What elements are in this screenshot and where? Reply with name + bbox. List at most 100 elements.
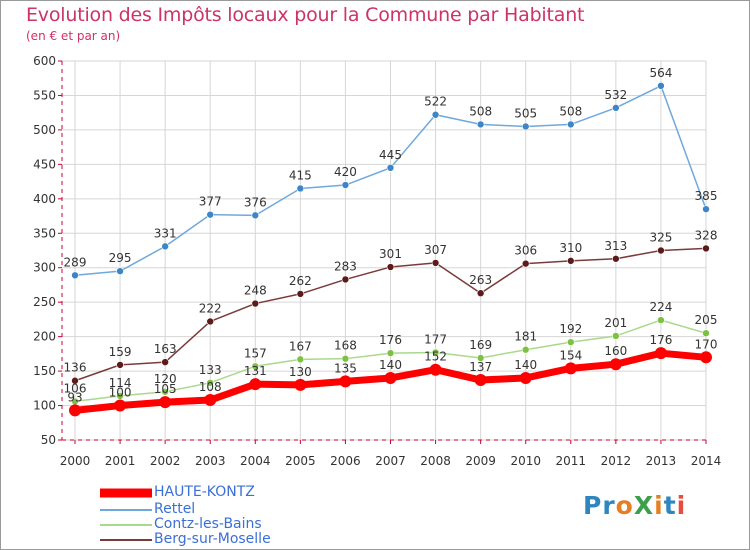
- data-point: [566, 338, 575, 346]
- x-tick-label: 2010: [510, 454, 541, 468]
- data-label: 176: [649, 333, 672, 347]
- data-point: [702, 329, 710, 337]
- data-point: [294, 378, 307, 391]
- data-label: 136: [64, 361, 87, 375]
- data-point: [612, 104, 620, 112]
- data-point: [702, 205, 710, 213]
- data-point: [341, 354, 350, 363]
- y-tick-label: 600: [33, 54, 56, 68]
- data-label: 415: [289, 168, 312, 182]
- data-label: 385: [695, 189, 718, 203]
- data-point: [429, 363, 442, 376]
- x-tick-label: 2009: [465, 454, 496, 468]
- data-label: 222: [199, 301, 222, 315]
- data-point: [474, 374, 487, 387]
- data-label: 532: [604, 88, 627, 102]
- data-point: [206, 210, 215, 219]
- data-label: 310: [559, 241, 582, 255]
- logo-letter: i: [676, 491, 687, 520]
- logo-letter: i: [654, 491, 664, 520]
- legend-label: Berg-sur-Moselle: [154, 531, 271, 547]
- y-tick-label: 350: [33, 226, 56, 240]
- data-point: [71, 376, 79, 385]
- x-tick-label: 2001: [105, 454, 136, 468]
- data-label: 295: [109, 251, 132, 265]
- data-label: 105: [154, 382, 177, 396]
- data-point: [206, 317, 215, 326]
- data-point: [116, 392, 124, 400]
- legend-label: HAUTE-KONTZ: [154, 484, 255, 500]
- data-label: 120: [154, 372, 177, 386]
- data-label: 205: [695, 313, 718, 327]
- data-point: [564, 362, 577, 375]
- data-point: [476, 120, 485, 129]
- data-point: [521, 259, 530, 268]
- data-point: [702, 244, 710, 253]
- y-tick-label: 300: [33, 261, 56, 275]
- data-point: [386, 263, 395, 271]
- data-point: [386, 349, 395, 357]
- data-point: [341, 181, 350, 189]
- data-label: 248: [244, 284, 267, 298]
- data-label: 114: [109, 376, 132, 390]
- data-label: 152: [424, 350, 447, 364]
- data-label: 181: [514, 330, 537, 344]
- data-point: [521, 122, 530, 131]
- data-label: 445: [379, 148, 402, 162]
- data-point: [657, 82, 665, 90]
- data-label: 306: [514, 244, 537, 258]
- data-point: [69, 404, 81, 417]
- x-tick-label: 2012: [601, 454, 632, 468]
- y-tick-label: 400: [33, 192, 56, 206]
- data-label: 420: [334, 165, 357, 179]
- data-point: [566, 120, 575, 129]
- data-point: [612, 254, 620, 263]
- data-point: [612, 332, 620, 340]
- data-label: 176: [379, 333, 402, 347]
- data-label: 564: [649, 66, 672, 80]
- data-label: 325: [649, 231, 672, 245]
- data-point: [71, 271, 79, 280]
- data-point: [296, 355, 305, 364]
- y-tick-label: 200: [33, 330, 56, 344]
- data-label: 192: [559, 322, 582, 336]
- data-point: [384, 371, 397, 384]
- logo-letter: t: [663, 491, 677, 520]
- data-point: [566, 257, 575, 265]
- y-tick-label: 550: [33, 88, 56, 102]
- data-label: 137: [469, 360, 492, 374]
- data-label: 100: [109, 386, 132, 400]
- data-point: [114, 399, 127, 412]
- x-tick-label: 2000: [60, 454, 91, 468]
- data-point: [116, 361, 124, 369]
- data-label: 508: [559, 104, 582, 118]
- data-label: 135: [334, 361, 357, 375]
- data-point: [161, 387, 169, 396]
- data-point: [339, 375, 352, 388]
- data-label: 140: [379, 358, 402, 372]
- data-label: 522: [424, 95, 447, 109]
- data-label: 167: [289, 339, 312, 353]
- x-tick-label: 2007: [375, 454, 406, 468]
- data-label: 313: [604, 239, 627, 253]
- data-label: 289: [64, 255, 87, 269]
- x-tick-label: 2003: [195, 454, 226, 468]
- data-point: [251, 299, 260, 308]
- data-label: 307: [424, 243, 447, 257]
- legend-label: Rettel: [154, 501, 196, 517]
- data-label: 301: [379, 247, 402, 261]
- data-point: [431, 348, 440, 357]
- logo-letter: X: [633, 491, 655, 520]
- data-label: 376: [244, 195, 267, 209]
- data-point: [657, 316, 665, 324]
- data-point: [116, 267, 124, 275]
- x-tick-label: 2005: [285, 454, 316, 468]
- x-tick-label: 2011: [556, 454, 587, 468]
- data-point: [251, 211, 260, 220]
- x-tick-label: 2013: [646, 454, 677, 468]
- data-point: [159, 396, 172, 409]
- data-label: 331: [154, 226, 177, 240]
- data-label: 168: [334, 339, 357, 353]
- data-point: [519, 371, 532, 384]
